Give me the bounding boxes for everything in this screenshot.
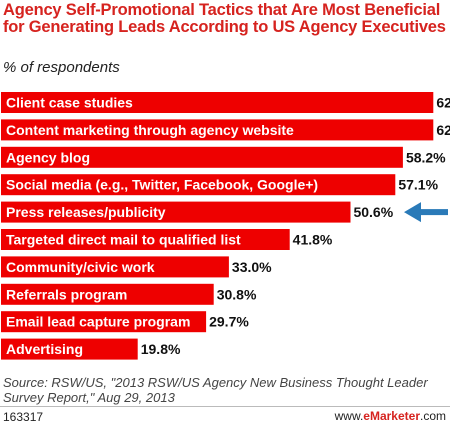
bar-chart: Client case studies 62.6% Content marketin… xyxy=(1,92,450,360)
bar-6 xyxy=(1,256,229,278)
source-note: Source: RSW/US, "2013 RSW/US Agency New … xyxy=(3,375,428,405)
footer-divider xyxy=(0,406,450,407)
bar-5 xyxy=(1,229,290,250)
bar-4 xyxy=(1,201,351,223)
value-label-7: 30.8% xyxy=(217,286,257,302)
value-label-4: 50.6% xyxy=(353,204,393,220)
bar-label-4: Press releases/publicity xyxy=(6,204,166,220)
bar-8 xyxy=(1,311,207,333)
bar-label-3: Social media (e.g., Twitter, Facebook, G… xyxy=(6,177,318,193)
bar-label-9: Advertising xyxy=(6,341,83,357)
value-label-0: 62.6% xyxy=(436,95,450,111)
value-label-2: 58.2% xyxy=(406,149,446,165)
bar-label-5: Targeted direct mail to qualified list xyxy=(6,232,241,248)
brand-name: eMarketer xyxy=(363,409,420,423)
chart-id: 163317 xyxy=(3,410,44,424)
brand-prefix: www. xyxy=(334,409,364,423)
value-label-9: 19.8% xyxy=(141,341,181,357)
value-label-8: 29.7% xyxy=(209,314,249,330)
chart-subtitle: % of respondents xyxy=(3,59,120,76)
bar-0 xyxy=(1,92,434,113)
bar-2 xyxy=(1,146,403,168)
bar-7 xyxy=(1,283,214,305)
chart-title: Agency Self-Promotional Tactics that Are… xyxy=(3,1,446,36)
highlight-arrow-icon xyxy=(404,202,448,223)
bar-1 xyxy=(1,119,434,141)
bar-label-8: Email lead capture program xyxy=(6,314,190,330)
bar-label-0: Client case studies xyxy=(6,95,133,111)
brand-link[interactable]: www.eMarketer.com xyxy=(335,409,446,423)
bar-label-2: Agency blog xyxy=(6,149,90,165)
value-label-6: 33.0% xyxy=(232,259,272,275)
bar-label-7: Referrals program xyxy=(6,286,127,302)
brand-suffix: .com xyxy=(419,409,446,423)
bar-label-1: Content marketing through agency website xyxy=(6,122,294,138)
bar-3 xyxy=(1,174,396,196)
value-label-3: 57.1% xyxy=(398,177,438,193)
bar-label-6: Community/civic work xyxy=(6,259,155,275)
value-label-5: 41.8% xyxy=(293,232,333,248)
value-label-1: 62.6% xyxy=(436,122,450,138)
bar-9 xyxy=(1,338,138,360)
